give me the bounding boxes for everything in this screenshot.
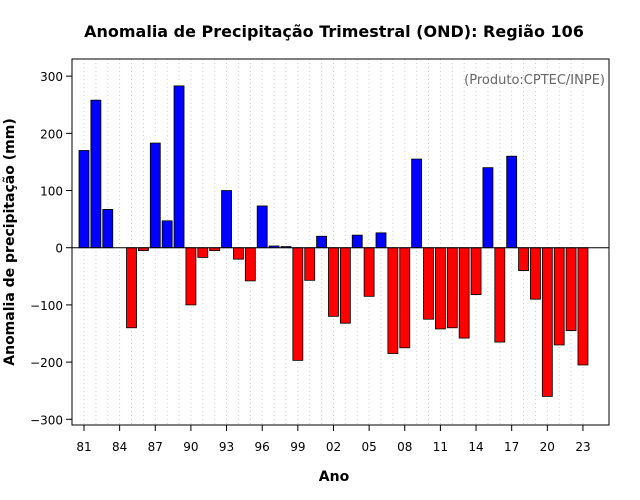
y-tick-label: −300 <box>30 413 63 427</box>
bar-2020 <box>541 247 553 397</box>
bar-2019 <box>530 247 541 300</box>
x-tick-label: 08 <box>397 440 412 454</box>
grid-lines <box>83 59 584 425</box>
y-tick-label: 100 <box>40 185 63 199</box>
x-tick-label: 99 <box>290 440 305 454</box>
bar-2007 <box>387 247 399 354</box>
bar-1999 <box>292 247 304 361</box>
plot-frame <box>71 58 610 426</box>
x-tick-label: 81 <box>76 440 91 454</box>
bar-1996 <box>256 205 268 249</box>
y-axis: −300 −200 −100 0 100 200 300 <box>30 70 72 427</box>
x-tick-label: 90 <box>183 440 198 454</box>
y-tick-label: −100 <box>30 299 63 313</box>
bar-2013 <box>458 247 470 339</box>
bar-2002 <box>328 247 339 317</box>
bar-1985 <box>126 247 137 329</box>
x-tick-label: 23 <box>575 440 590 454</box>
bar-1991 <box>197 247 209 258</box>
bar-1995 <box>244 247 256 282</box>
x-tick-label: 17 <box>504 440 519 454</box>
bar-2023 <box>577 247 589 366</box>
x-axis-label: Ano <box>319 469 350 485</box>
bar-2006 <box>375 232 387 249</box>
bar-1988 <box>161 220 173 249</box>
x-tick-label: 11 <box>433 440 448 454</box>
x-tick-label: 05 <box>361 440 376 454</box>
x-axis: 81 84 87 90 93 96 99 02 05 08 11 14 17 20 23 <box>76 425 591 454</box>
x-tick-label: 93 <box>219 440 234 454</box>
x-tick-label: 84 <box>112 440 127 454</box>
bar-1989 <box>173 85 185 249</box>
bar-1990 <box>185 247 197 306</box>
bar-1981 <box>78 150 90 249</box>
chart-title: Anomalia de Precipitação Trimestral (OND… <box>84 22 584 41</box>
x-tick-label: 02 <box>326 440 341 454</box>
bar-2010 <box>423 247 434 320</box>
x-tick-label: 96 <box>255 440 270 454</box>
bar-1987 <box>149 142 161 249</box>
bar-2001 <box>316 235 328 249</box>
bar-1993 <box>221 190 232 249</box>
bar-2005 <box>363 247 375 297</box>
bar-2016 <box>494 247 506 343</box>
bar-2011 <box>434 247 446 330</box>
bar-2017 <box>506 155 518 249</box>
bar-2015 <box>482 167 494 249</box>
y-tick-label: 0 <box>55 242 63 256</box>
x-tick-label: 14 <box>468 440 483 454</box>
bar-1982 <box>90 99 102 249</box>
bars <box>78 85 589 397</box>
y-axis-label: Anomalia de precipitação (mm) <box>2 118 18 365</box>
bar-2004 <box>351 234 363 249</box>
x-tick-label: 20 <box>540 440 555 454</box>
y-tick-label: −200 <box>30 356 63 370</box>
x-tick-label: 87 <box>148 440 163 454</box>
credit-text: (Produto:CPTEC/INPE) <box>464 73 605 88</box>
bar-1983 <box>102 208 114 249</box>
bar-2014 <box>470 247 482 296</box>
y-tick-label: 200 <box>40 127 63 141</box>
bar-2000 <box>304 247 316 281</box>
bar-2021 <box>553 247 565 346</box>
bar-2018 <box>518 247 529 272</box>
bar-2003 <box>339 247 351 324</box>
bar-2022 <box>565 247 577 332</box>
bar-2008 <box>399 247 411 349</box>
bar-2009 <box>411 158 423 249</box>
y-tick-label: 300 <box>40 70 63 84</box>
bar-2012 <box>446 247 458 329</box>
bar-1994 <box>233 247 244 260</box>
